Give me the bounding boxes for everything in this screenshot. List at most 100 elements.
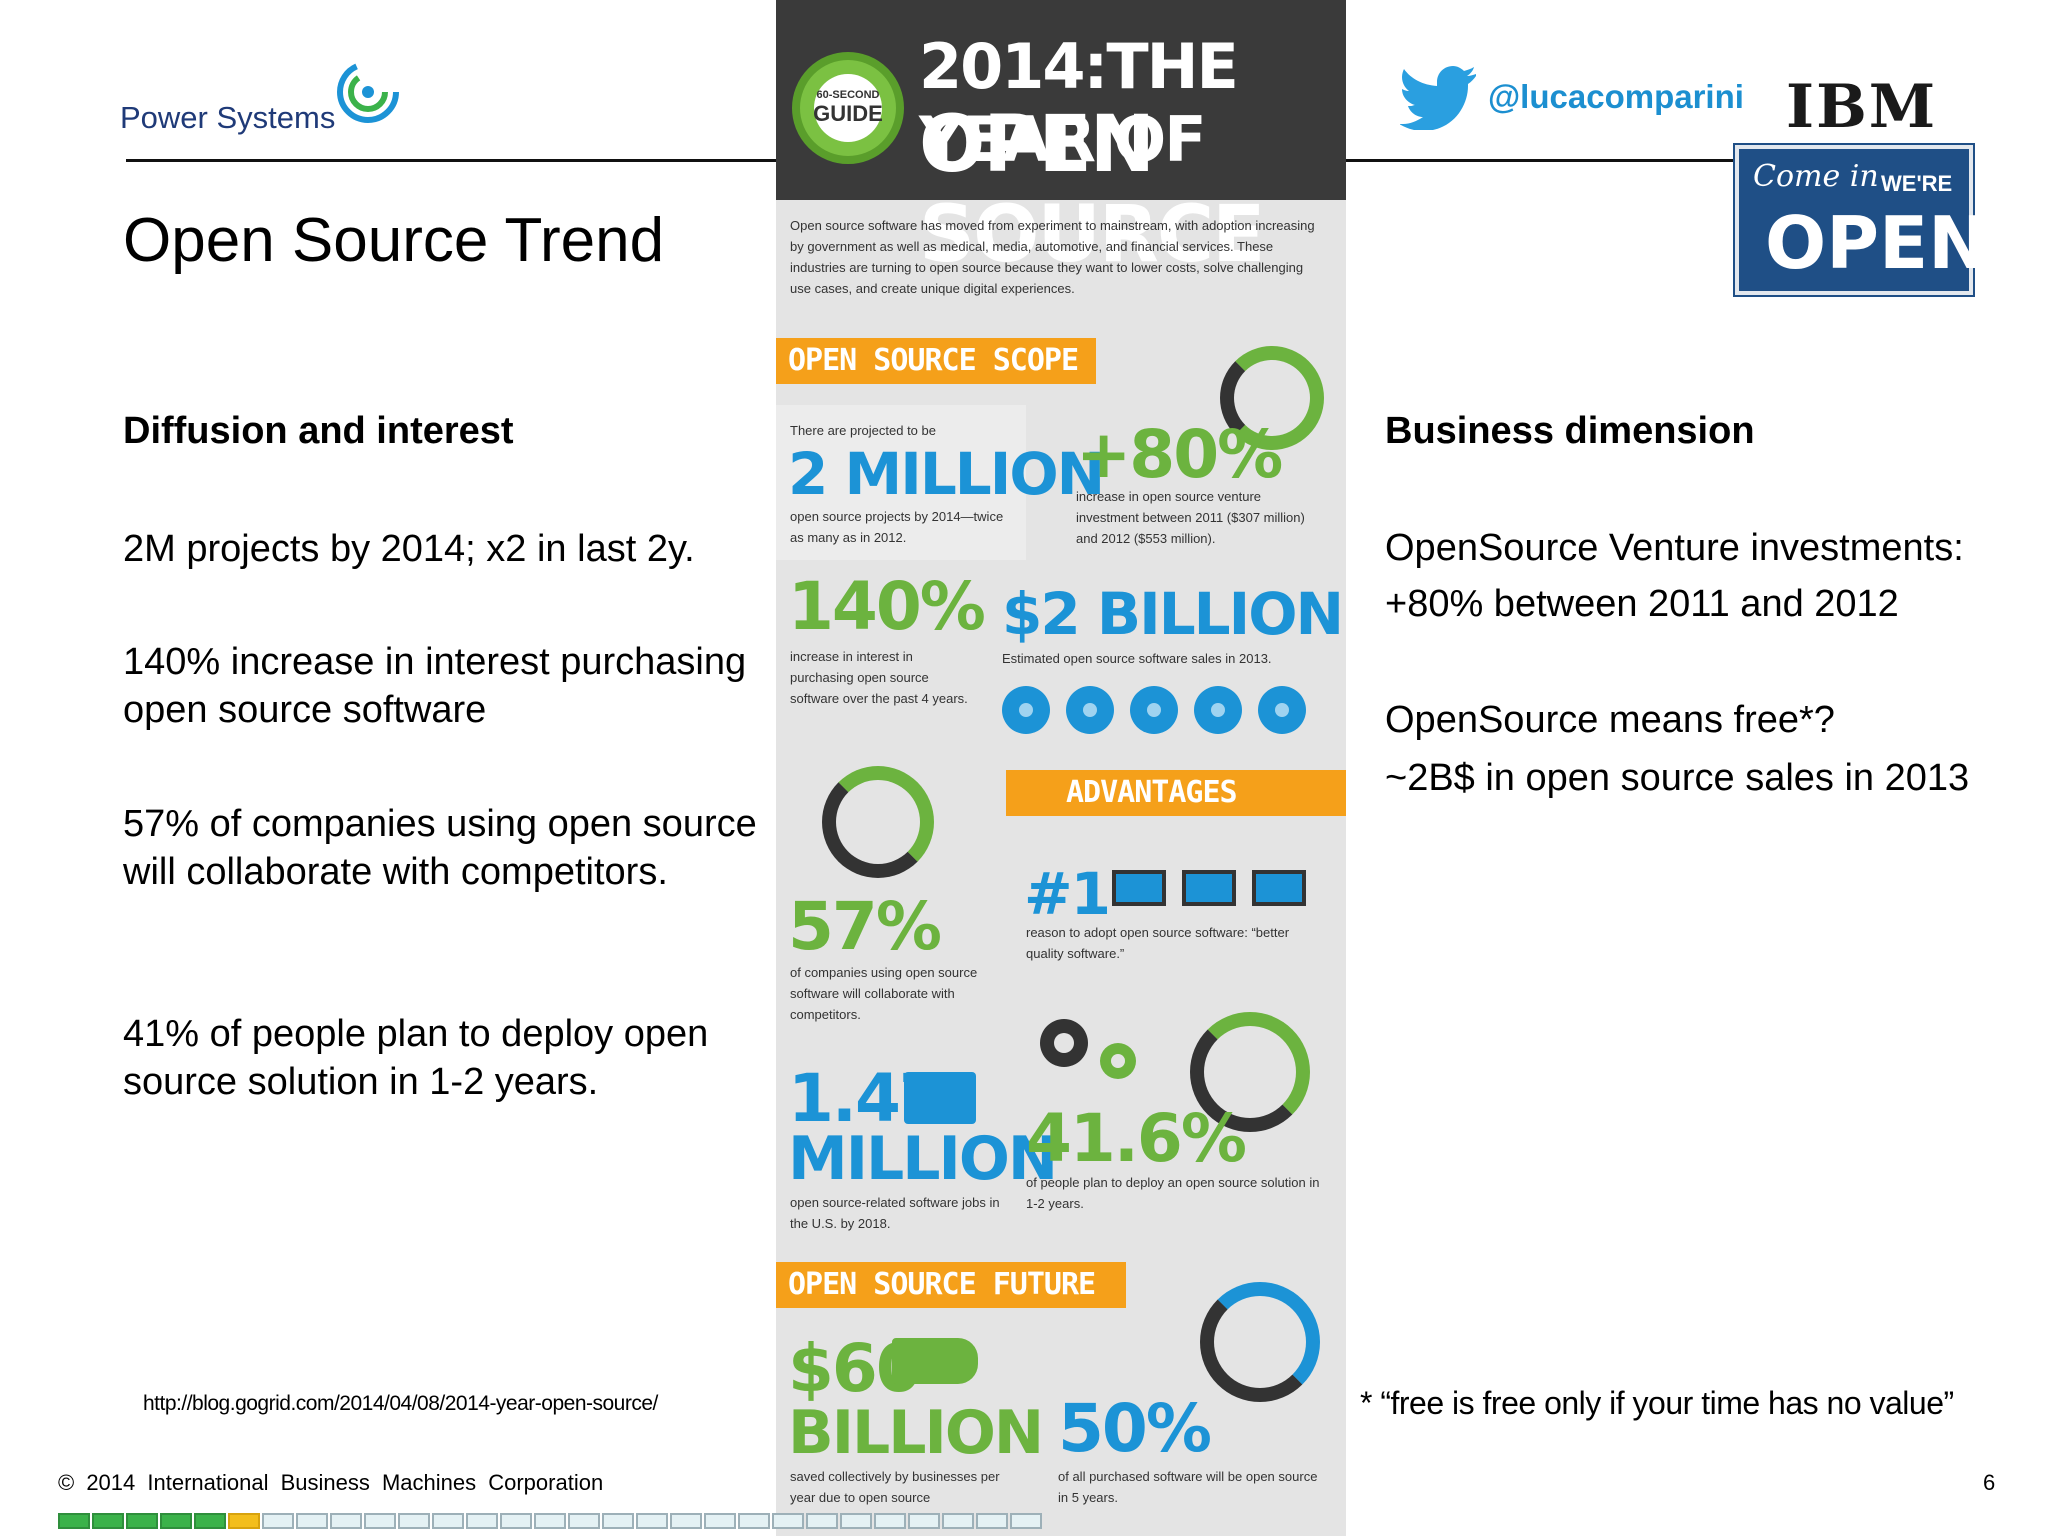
right-line-3: OpenSource means free*? xyxy=(1385,699,1835,741)
disc-icon-2 xyxy=(1066,686,1114,734)
right-line-4: ~2B$ in open source sales in 2013 xyxy=(1385,757,1970,799)
progress-segment xyxy=(228,1513,260,1529)
free-footnote: * “free is free only if your time has no… xyxy=(1360,1385,1954,1421)
progress-segment xyxy=(942,1513,974,1529)
two-billion-value: $2 BILLION xyxy=(1002,580,1344,648)
progress-segment xyxy=(262,1513,294,1529)
progress-segment xyxy=(976,1513,1008,1529)
progress-segment xyxy=(670,1513,702,1529)
left-point-2: 140% increase in interest purchasing ope… xyxy=(123,641,747,731)
left-point-1: 2M projects by 2014; x2 in last 2y. xyxy=(123,528,695,570)
sixty-text: saved collectively by businesses per yea… xyxy=(790,1469,1000,1505)
slide-progress-bar xyxy=(58,1513,1044,1529)
progress-segment xyxy=(636,1513,668,1529)
disc-icon-3 xyxy=(1130,686,1178,734)
infographic-intro: Open source software has moved from expe… xyxy=(790,218,1315,296)
left-point-4: 41% of people plan to deploy open source… xyxy=(123,1013,709,1103)
panel-projects xyxy=(776,405,1026,560)
left-point-3: 57% of companies using open source will … xyxy=(123,803,757,893)
page-number: 6 xyxy=(1983,1470,1996,1495)
num1-text: reason to adopt open source software: “b… xyxy=(1026,925,1290,961)
num1-value: #1 xyxy=(1024,860,1111,928)
progress-segment xyxy=(602,1513,634,1529)
progress-segment xyxy=(534,1513,566,1529)
progress-segment xyxy=(500,1513,532,1529)
progress-segment xyxy=(908,1513,940,1529)
progress-segment xyxy=(92,1513,124,1529)
ibm-logo: IBM xyxy=(1786,72,1938,142)
future-banner: OPEN SOURCE FUTURE xyxy=(776,1262,1126,1308)
progress-segment xyxy=(330,1513,362,1529)
open-source-infographic: 60-SECOND GUIDE 2014:THE YEAR OF OPEN SO… xyxy=(776,0,1346,1536)
power-systems-brand: Power Systems xyxy=(120,100,336,135)
progress-segment xyxy=(160,1513,192,1529)
infographic-title-line2: OPEN SOURCE xyxy=(919,100,1265,280)
source-url[interactable]: http://blog.gogrid.com/2014/04/08/2014-y… xyxy=(143,1392,658,1415)
progress-segment xyxy=(738,1513,770,1529)
pct140-text: increase in interest in purchasing open … xyxy=(790,649,968,706)
progress-segment xyxy=(296,1513,328,1529)
pct416-value: 41.6% xyxy=(1026,1100,1247,1177)
badge-big-text: GUIDE xyxy=(813,101,883,126)
progress-segment xyxy=(1010,1513,1042,1529)
credit-card-ring-icon xyxy=(1200,1282,1320,1402)
handshake-ring-icon xyxy=(822,766,934,878)
billion-label: BILLION xyxy=(788,1398,1044,1468)
progress-segment xyxy=(126,1513,158,1529)
progress-segment xyxy=(568,1513,600,1529)
power-systems-logo-icon xyxy=(337,61,399,123)
pct140-value: 140% xyxy=(788,568,986,645)
open-sign-image: Come in WE'RE OPEN xyxy=(1735,145,1988,295)
laptop-icon-2 xyxy=(1182,870,1236,906)
right-line-1: OpenSource Venture investments: xyxy=(1385,527,1964,569)
scope-banner: OPEN SOURCE SCOPE xyxy=(776,338,1096,384)
twitter-handle[interactable]: @lucacomparini xyxy=(1488,78,1744,115)
open-sign-open: OPEN xyxy=(1765,201,1989,285)
progress-segment xyxy=(364,1513,396,1529)
progress-segment xyxy=(398,1513,430,1529)
infographic-header: 60-SECOND GUIDE 2014:THE YEAR OF OPEN SO… xyxy=(776,0,1346,280)
slide-title: Open Source Trend xyxy=(123,206,665,275)
projected-post-text: open source projects by 2014—twice as ma… xyxy=(790,509,1004,545)
header-rule-left xyxy=(126,159,778,162)
million-label: MILLION xyxy=(788,1124,1058,1194)
gears-icon xyxy=(1040,1019,1136,1079)
twitter-bird-icon xyxy=(1400,66,1476,130)
right-line-2: +80% between 2011 and 2012 xyxy=(1385,583,1899,625)
laptop-icon-3 xyxy=(1252,870,1306,906)
badge-small-text: 60-SECOND xyxy=(816,89,880,101)
two-billion-text: Estimated open source software sales in … xyxy=(1002,651,1272,666)
price-tag-icon xyxy=(892,1338,978,1384)
projected-pre-text: There are projected to be xyxy=(790,423,936,438)
progress-segment xyxy=(874,1513,906,1529)
laptop-icon-1 xyxy=(1112,870,1166,906)
plus80-value: +80% xyxy=(1076,416,1283,493)
pct57-text: of companies using open source software … xyxy=(790,965,978,1022)
right-heading: Business dimension xyxy=(1385,410,1755,452)
disc-icon-1 xyxy=(1002,686,1050,734)
progress-segment xyxy=(466,1513,498,1529)
m147-text: open source-related software jobs in the… xyxy=(790,1195,1000,1231)
stopwatch-icon: 60-SECOND GUIDE xyxy=(792,52,904,164)
infographic-title-line1: 2014:THE YEAR OF xyxy=(919,30,1239,176)
pct50-text: of all purchased software will be open s… xyxy=(1058,1469,1318,1505)
copyright: © 2014 International Business Machines C… xyxy=(58,1470,604,1495)
pct57-value: 57% xyxy=(788,888,942,965)
progress-segment xyxy=(806,1513,838,1529)
pct50-value: 50% xyxy=(1058,1390,1212,1467)
header-rule-right xyxy=(1345,159,1735,162)
disc-icon-4 xyxy=(1194,686,1242,734)
progress-segment xyxy=(704,1513,736,1529)
pct416-text: of people plan to deploy an open source … xyxy=(1026,1175,1320,1211)
progress-segment xyxy=(432,1513,464,1529)
progress-segment xyxy=(840,1513,872,1529)
left-heading: Diffusion and interest xyxy=(123,410,514,452)
two-million-value: 2 MILLION xyxy=(788,440,1105,508)
open-sign-come-in: Come in xyxy=(1753,159,1879,194)
progress-segment xyxy=(772,1513,804,1529)
progress-segment xyxy=(58,1513,90,1529)
open-sign-were: WE'RE xyxy=(1881,171,1953,196)
advantages-banner: ADVANTAGES xyxy=(1006,770,1346,816)
progress-segment xyxy=(194,1513,226,1529)
plus80-text: increase in open source venture investme… xyxy=(1076,489,1305,546)
